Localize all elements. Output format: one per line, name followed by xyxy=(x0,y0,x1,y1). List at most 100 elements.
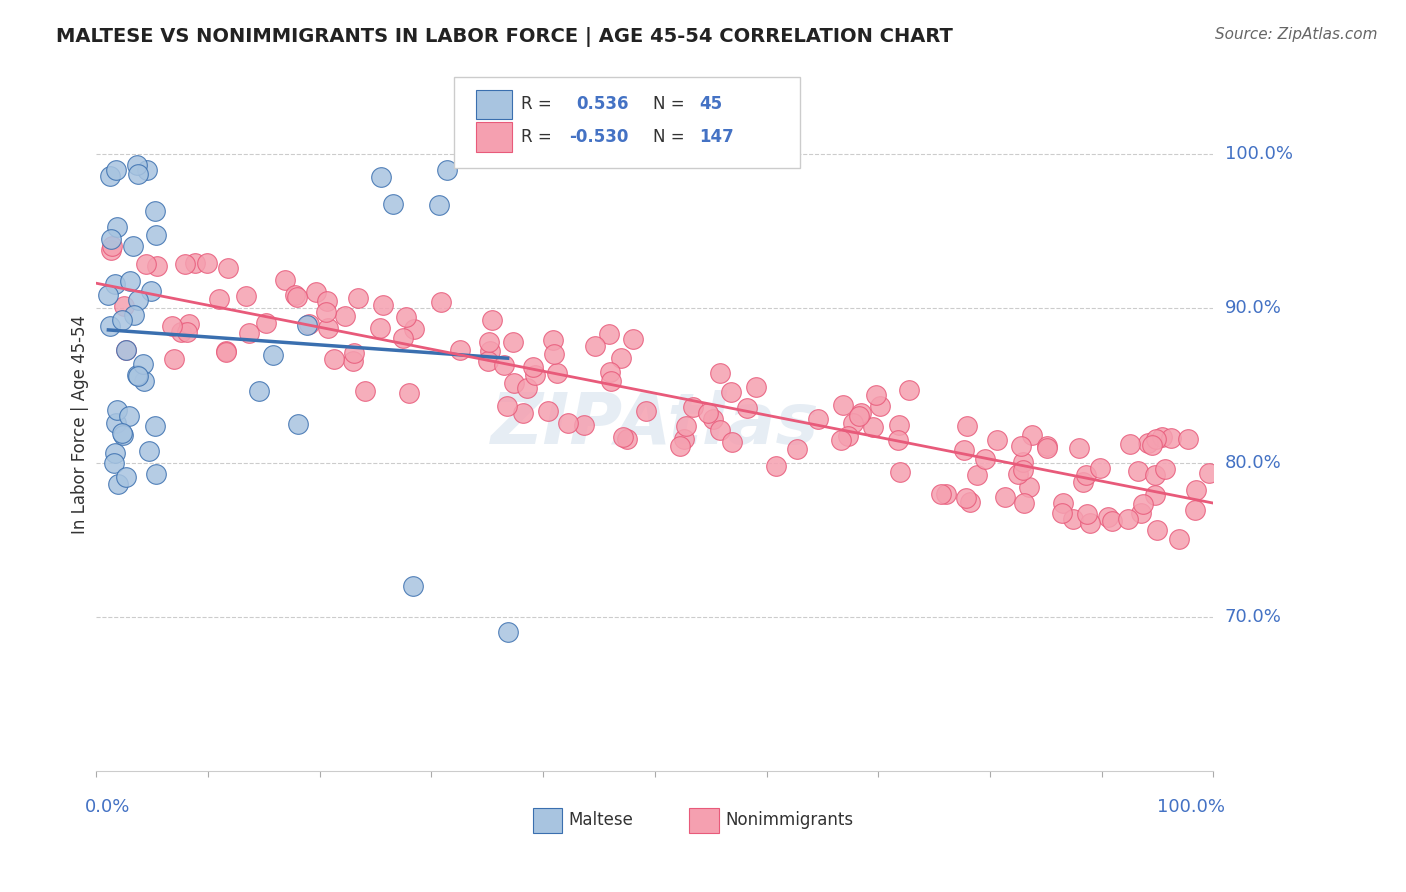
Point xyxy=(135,162,157,177)
Point xyxy=(354,384,377,399)
Point xyxy=(111,313,134,327)
Point xyxy=(807,412,830,426)
Point xyxy=(107,476,129,491)
Point xyxy=(862,420,884,434)
Point xyxy=(316,321,339,335)
Point xyxy=(134,374,156,388)
Point xyxy=(143,419,166,434)
Point xyxy=(1050,506,1073,520)
Point xyxy=(496,624,519,639)
Point xyxy=(195,256,218,270)
Point xyxy=(215,344,238,359)
Point xyxy=(1119,437,1142,451)
Point xyxy=(101,238,124,252)
FancyBboxPatch shape xyxy=(533,808,562,833)
Point xyxy=(1018,480,1040,494)
Text: N =: N = xyxy=(652,128,685,146)
Point xyxy=(851,406,873,420)
Point xyxy=(889,466,911,480)
Point xyxy=(1012,496,1035,510)
Point xyxy=(247,384,270,398)
Text: N =: N = xyxy=(652,95,685,113)
Point xyxy=(537,404,560,418)
Point xyxy=(478,344,501,359)
Point xyxy=(295,318,318,333)
Point xyxy=(720,384,742,399)
Point xyxy=(98,319,121,334)
Point xyxy=(721,435,744,450)
Point xyxy=(449,343,471,357)
Point xyxy=(481,312,503,326)
Point xyxy=(323,351,346,366)
Point xyxy=(832,398,855,412)
Point xyxy=(111,427,134,442)
Point xyxy=(370,170,392,185)
Point xyxy=(127,167,149,181)
Point xyxy=(599,374,621,388)
Point xyxy=(371,298,394,312)
Point xyxy=(104,446,127,460)
Point xyxy=(1140,438,1163,452)
Point xyxy=(127,369,149,384)
Point xyxy=(1136,436,1159,450)
Point xyxy=(127,293,149,308)
Point xyxy=(865,387,887,401)
Point xyxy=(382,197,405,211)
Point xyxy=(1150,429,1173,443)
Point xyxy=(709,366,731,380)
Point xyxy=(342,354,364,368)
Point xyxy=(1126,463,1149,477)
Point xyxy=(1132,497,1154,511)
Point xyxy=(1177,432,1199,446)
Point xyxy=(675,418,697,433)
Point xyxy=(333,310,356,324)
Point xyxy=(127,158,149,172)
Point xyxy=(287,417,309,431)
Point xyxy=(1076,508,1098,522)
Point xyxy=(546,367,568,381)
Point xyxy=(104,277,127,292)
Point xyxy=(404,322,426,336)
Point xyxy=(395,310,418,324)
Point xyxy=(621,332,644,346)
Point xyxy=(745,380,768,394)
Point xyxy=(572,418,595,433)
Point xyxy=(436,162,458,177)
Text: -0.530: -0.530 xyxy=(569,128,628,146)
Point xyxy=(1144,467,1167,482)
Point xyxy=(897,383,920,397)
Point xyxy=(786,442,808,457)
Point xyxy=(274,273,297,287)
FancyBboxPatch shape xyxy=(454,78,800,168)
Point xyxy=(127,368,149,383)
Point xyxy=(429,198,451,212)
Text: MALTESE VS NONIMMIGRANTS IN LABOR FORCE | AGE 45-54 CORRELATION CHART: MALTESE VS NONIMMIGRANTS IN LABOR FORCE … xyxy=(56,27,953,46)
Point xyxy=(429,295,451,310)
Point xyxy=(135,257,157,271)
Point xyxy=(543,347,565,361)
Point xyxy=(173,257,195,271)
Text: 100.0%: 100.0% xyxy=(1225,145,1292,163)
Point xyxy=(145,228,167,243)
Point xyxy=(1052,496,1074,510)
Point xyxy=(1154,462,1177,476)
Point xyxy=(315,305,337,319)
Point xyxy=(959,495,981,509)
Point xyxy=(478,334,501,349)
Point xyxy=(672,432,695,446)
Point xyxy=(524,368,547,383)
Point xyxy=(1010,439,1032,453)
Point xyxy=(347,291,370,305)
Point xyxy=(616,432,638,446)
Text: 70.0%: 70.0% xyxy=(1225,607,1281,625)
Point xyxy=(283,288,305,302)
Point xyxy=(869,399,891,413)
Point xyxy=(398,385,420,400)
Point xyxy=(235,289,257,303)
Point xyxy=(103,456,125,470)
FancyBboxPatch shape xyxy=(477,122,512,152)
Point xyxy=(610,351,633,365)
Point xyxy=(986,433,1008,447)
Point xyxy=(837,429,859,443)
Text: 45: 45 xyxy=(700,95,723,113)
